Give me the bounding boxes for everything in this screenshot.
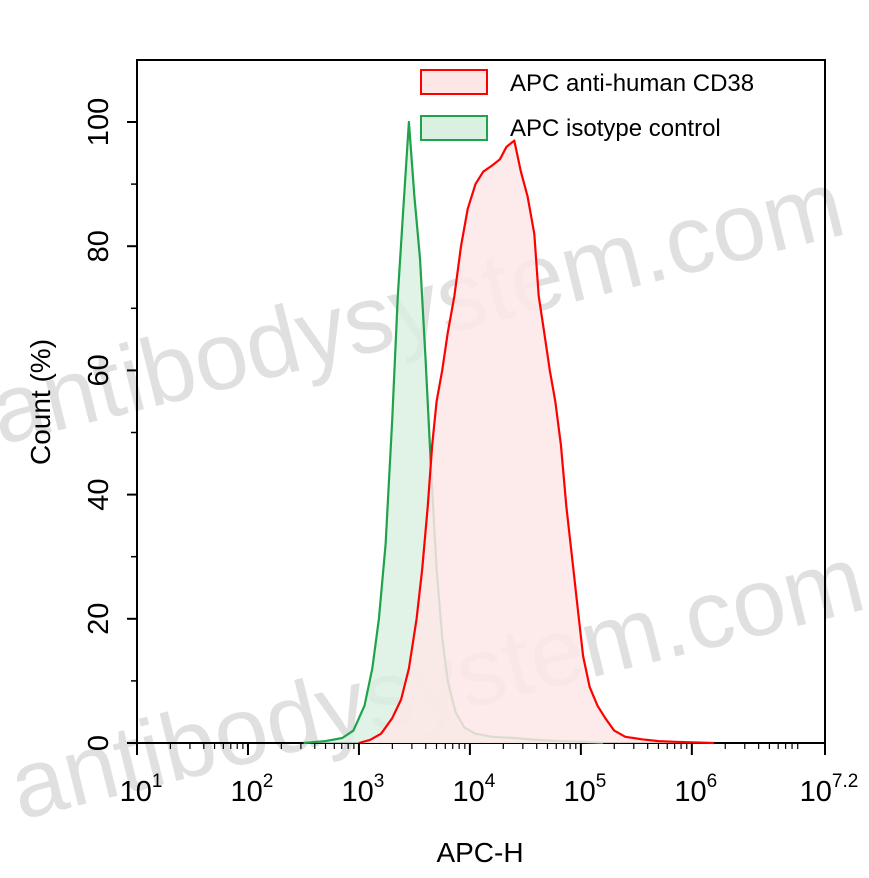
legend-swatch-cd38 — [420, 69, 488, 95]
series-layer — [303, 120, 715, 745]
x-axis-title: APC-H — [436, 837, 523, 868]
y-tick-label: 40 — [83, 478, 115, 510]
y-tick-label: 60 — [83, 354, 115, 386]
series-line-cd38 — [358, 139, 715, 745]
y-tick-label: 80 — [83, 230, 115, 262]
x-tick-label: 105 — [563, 771, 606, 808]
y-tick-label: 100 — [83, 98, 115, 146]
series-area-cd38 — [358, 140, 714, 744]
x-tick-label: 103 — [342, 771, 385, 808]
x-tick-label: 107.2 — [800, 771, 859, 808]
legend-label-cd38: APC anti-human CD38 — [510, 70, 754, 97]
y-axis-title: Count (%) — [25, 339, 56, 465]
legend-label-isotype: APC isotype control — [510, 115, 721, 142]
y-tick-label: 0 — [83, 735, 115, 751]
legend: APC anti-human CD38 APC isotype control — [420, 69, 754, 142]
y-tick-label: 20 — [83, 603, 115, 635]
x-tick-label: 101 — [120, 771, 163, 808]
x-tick-label: 106 — [674, 771, 717, 808]
legend-swatch-isotype — [420, 115, 488, 141]
x-tick-label: 104 — [452, 771, 495, 808]
x-tick-label: 102 — [231, 771, 274, 808]
axis-layer: 0 20 40 60 80 100 101 102 103 104 105 106 107.2 — [83, 98, 858, 808]
